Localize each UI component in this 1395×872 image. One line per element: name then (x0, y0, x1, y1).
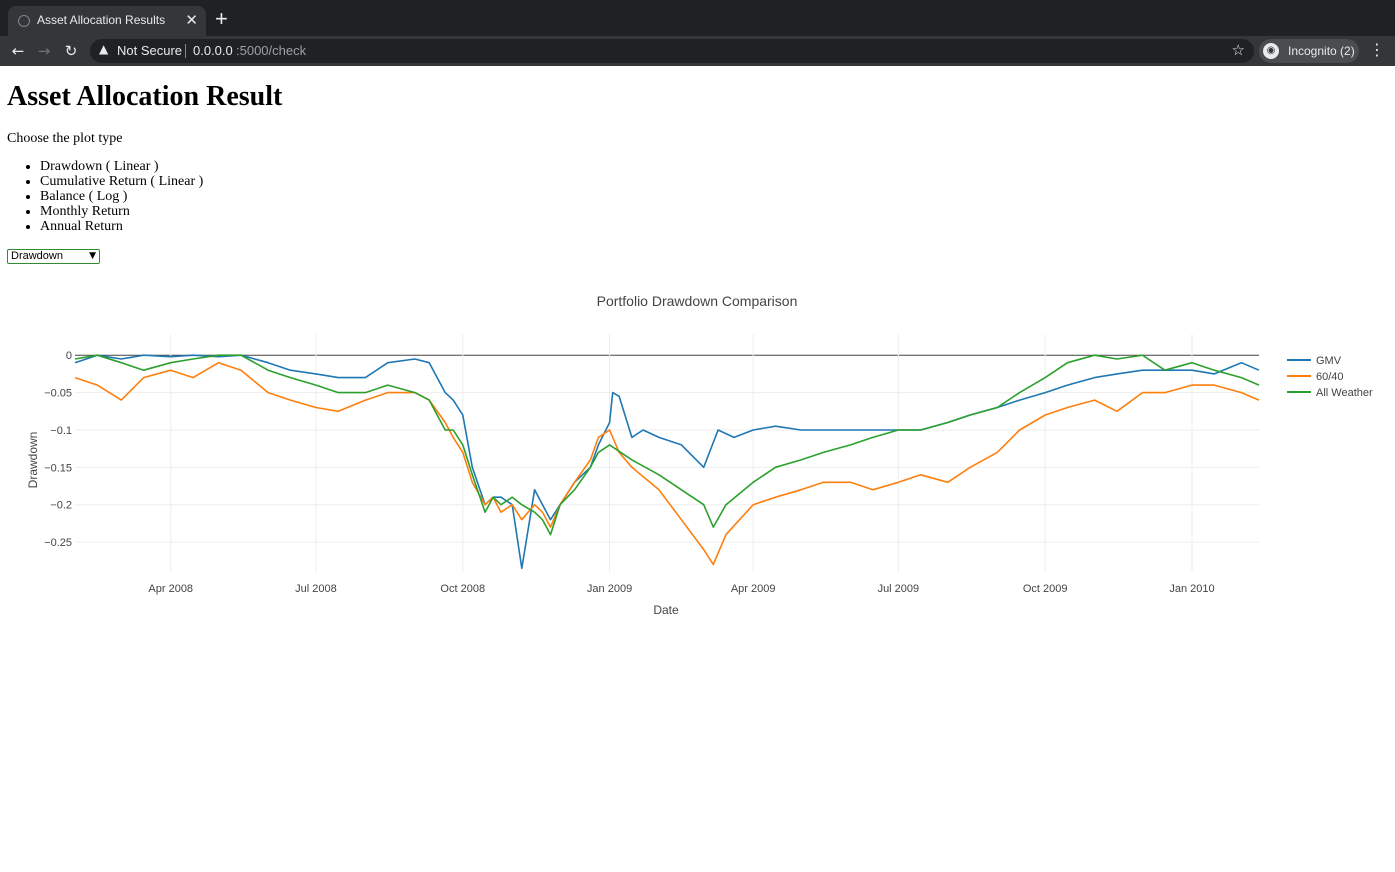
address-bar[interactable]: ▲ Not Secure 0.0.0.0 :5000/check ☆ (90, 39, 1254, 63)
chevron-down-icon: ▼ (89, 251, 96, 261)
y-axis-label: Drawdown (26, 432, 40, 489)
chart-title: Portfolio Drawdown Comparison (597, 293, 798, 309)
x-tick-label: Oct 2008 (440, 583, 485, 595)
security-label: Not Secure (117, 43, 183, 58)
x-tick-label: Jul 2009 (878, 583, 920, 595)
list-item: Monthly Return (40, 204, 203, 219)
list-item: Cumulative Return ( Linear ) (40, 174, 203, 189)
x-tick-label: Jan 2010 (1169, 583, 1214, 595)
incognito-icon: ◉ (1263, 43, 1279, 59)
url-host: 0.0.0.0 (193, 43, 233, 58)
list-item: Annual Return (40, 219, 203, 234)
list-item: Drawdown ( Linear ) (40, 159, 203, 174)
y-tick-label: 0 (66, 350, 72, 362)
back-arrow-icon[interactable]: ← (11, 42, 25, 60)
page-content: Asset Allocation Result Choose the plot … (0, 66, 1395, 872)
select-value: Drawdown (11, 250, 63, 262)
series-line-gmv (74, 354, 1260, 570)
globe-icon (18, 15, 30, 27)
chart-grid (75, 334, 1259, 572)
chart-series (74, 354, 1260, 570)
plot-type-prompt: Choose the plot type (7, 131, 123, 146)
y-tick-label: −0.05 (44, 388, 72, 400)
y-tick-label: −0.2 (50, 500, 72, 512)
chart-axes: 0 −0.05 −0.1 −0.15 −0.2 −0.25 Apr 2008 Jul 2008… (44, 350, 1214, 595)
series-line-all-weather (74, 354, 1260, 536)
x-tick-label: Oct 2009 (1023, 583, 1068, 595)
kebab-menu-icon[interactable]: ⋮ (1369, 40, 1385, 59)
close-icon[interactable]: ✕ (185, 12, 198, 29)
y-tick-label: −0.1 (50, 425, 72, 437)
reload-icon[interactable]: ↻ (64, 42, 78, 60)
tab-title: Asset Allocation Results (37, 13, 166, 27)
series-line-60-40 (74, 361, 1260, 566)
bookmark-star-icon[interactable]: ☆ (1231, 41, 1245, 59)
page-title: Asset Allocation Result (7, 81, 283, 112)
warning-triangle-icon: ▲ (99, 42, 109, 56)
chart-legend: GMV 60/40 All Weather (1287, 355, 1373, 399)
browser-toolbar: ← → ↻ ▲ Not Secure 0.0.0.0 :5000/check ☆… (0, 36, 1395, 66)
x-tick-label: Apr 2009 (731, 583, 776, 595)
x-tick-label: Jul 2008 (295, 583, 337, 595)
incognito-profile-button[interactable]: ◉ Incognito (2) (1259, 39, 1359, 63)
forward-arrow-icon[interactable]: → (37, 42, 51, 60)
new-tab-button[interactable]: + (215, 6, 228, 31)
profile-label: Incognito (2) (1288, 44, 1355, 58)
legend-label: All Weather (1316, 387, 1373, 399)
x-tick-label: Jan 2009 (587, 583, 632, 595)
browser-tab[interactable]: Asset Allocation Results ✕ (8, 6, 206, 36)
y-tick-label: −0.25 (44, 537, 72, 549)
plot-type-list: Drawdown ( Linear ) Cumulative Return ( … (7, 159, 203, 234)
list-item: Balance ( Log ) (40, 189, 203, 204)
legend-label: 60/40 (1316, 371, 1344, 383)
x-axis-label: Date (653, 603, 679, 617)
x-tick-label: Apr 2008 (148, 583, 193, 595)
url-path: :5000/check (236, 43, 307, 58)
y-tick-label: −0.15 (44, 462, 72, 474)
browser-tabstrip: Asset Allocation Results ✕ + (0, 0, 1395, 36)
address-separator (185, 44, 186, 58)
plot-type-select[interactable]: Drawdown ▼ (7, 249, 100, 264)
legend-label: GMV (1316, 355, 1342, 367)
drawdown-chart: Portfolio Drawdown Comparison 0 −0.05 −0.1… (26, 293, 1373, 617)
